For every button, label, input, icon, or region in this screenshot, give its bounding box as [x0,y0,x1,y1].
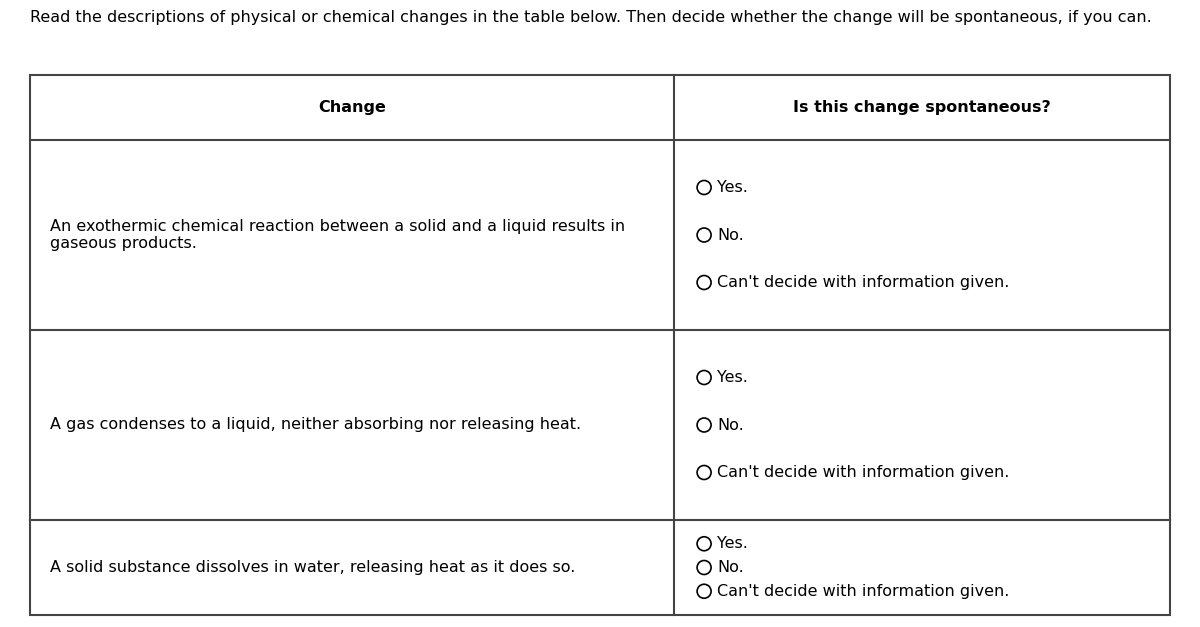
Text: Can't decide with information given.: Can't decide with information given. [718,275,1009,290]
Text: Yes.: Yes. [718,370,748,385]
Text: An exothermic chemical reaction between a solid and a liquid results in
gaseous : An exothermic chemical reaction between … [50,219,625,251]
Text: Can't decide with information given.: Can't decide with information given. [718,465,1009,480]
Text: Is this change spontaneous?: Is this change spontaneous? [793,100,1051,115]
Text: Yes.: Yes. [718,536,748,551]
Text: No.: No. [718,418,744,433]
Text: No.: No. [718,228,744,243]
Bar [30,75,1170,615]
Text: No.: No. [718,560,744,575]
Text: A solid substance dissolves in water, releasing heat as it does so.: A solid substance dissolves in water, re… [50,560,575,575]
Text: Read the descriptions of physical or chemical changes in the table below. Then d: Read the descriptions of physical or che… [30,10,1152,25]
Text: Change: Change [318,100,386,115]
Text: Can't decide with information given.: Can't decide with information given. [718,584,1009,599]
Text: A gas condenses to a liquid, neither absorbing nor releasing heat.: A gas condenses to a liquid, neither abs… [50,418,581,433]
Text: Yes.: Yes. [718,180,748,195]
